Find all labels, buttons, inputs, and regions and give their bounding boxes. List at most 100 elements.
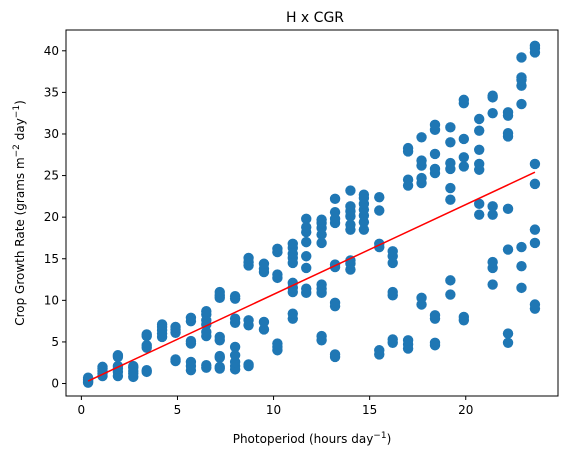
data-point [329,349,341,360]
data-point [287,238,298,249]
data-point [156,319,168,330]
data-point [243,359,254,370]
data-point [345,201,356,212]
data-point [374,205,385,216]
data-point [82,372,94,383]
data-point [316,330,327,342]
data-point [214,361,225,373]
data-point [458,94,470,106]
data-point [458,311,470,323]
data-point [272,338,283,349]
data-point [445,289,456,300]
data-point [516,282,527,294]
data-point [445,194,456,205]
y-tick-label: 35 [44,85,59,99]
data-point [387,286,398,298]
data-point [429,119,441,131]
data-point [258,258,270,269]
data-point [487,209,498,220]
data-point [429,310,441,321]
data-point [529,299,541,310]
x-tick-label: 10 [266,403,281,417]
data-point [97,361,108,373]
x-tick-label: 0 [78,403,86,417]
data-point [301,262,312,274]
data-point [516,98,527,110]
data-point [416,292,427,304]
data-point [387,246,398,257]
data-point [358,224,370,235]
data-point [201,305,212,317]
data-point [402,142,414,154]
data-point [329,297,341,309]
data-point [429,148,441,160]
x-tick-label: 15 [362,403,377,417]
data-point [445,122,456,133]
data-point [170,354,181,365]
data-point [301,236,312,248]
data-point [458,133,470,145]
data-point [185,312,197,324]
data-point [487,107,498,119]
data-point [529,237,541,249]
data-point [316,237,327,249]
data-point [243,252,254,264]
y-tick-label: 5 [51,335,59,349]
data-point [445,137,456,148]
data-point [301,251,312,262]
data-point [529,158,541,170]
y-tick-label: 0 [51,377,59,391]
data-point [229,313,241,324]
data-point [502,244,514,255]
data-point [474,198,485,210]
data-point [402,335,414,346]
data-point [516,241,527,253]
data-point [272,243,283,254]
data-point [516,52,527,63]
data-point [345,219,356,230]
chart-title: H x CGR [286,10,344,26]
data-point [387,334,398,345]
x-axis-label: Photoperiod (hours day−1) [233,431,392,446]
data-point [402,174,414,185]
data-point [128,360,139,372]
data-point [141,365,152,376]
data-point [487,279,498,290]
data-point [201,326,212,338]
data-point [416,155,427,166]
trend-line [87,171,536,382]
data-point [287,277,298,289]
data-point [502,127,514,139]
data-point [458,161,470,172]
data-point [287,308,298,319]
data-point [445,275,456,286]
data-point [474,209,485,220]
data-point [316,214,327,225]
data-point [170,321,181,333]
x-axis-ticks: 0 5 10 15 20 [78,396,473,417]
data-point [316,279,327,290]
data-point [141,329,152,340]
data-point [374,345,385,356]
data-point [516,261,527,272]
data-point [529,224,541,235]
data-point [516,72,527,83]
data-point [229,290,241,302]
data-point [429,337,441,348]
x-tick-label: 5 [174,403,182,417]
y-tick-label: 25 [44,169,59,183]
data-point [474,113,485,125]
data-point [112,350,124,361]
data-point [258,324,270,335]
data-point [502,328,514,339]
data-point [272,269,283,280]
data-point [529,178,541,190]
data-point [502,203,514,215]
data-point [185,356,197,368]
data-point [502,337,514,348]
data-point [458,152,470,163]
data-point [301,213,312,225]
data-point [474,125,485,136]
